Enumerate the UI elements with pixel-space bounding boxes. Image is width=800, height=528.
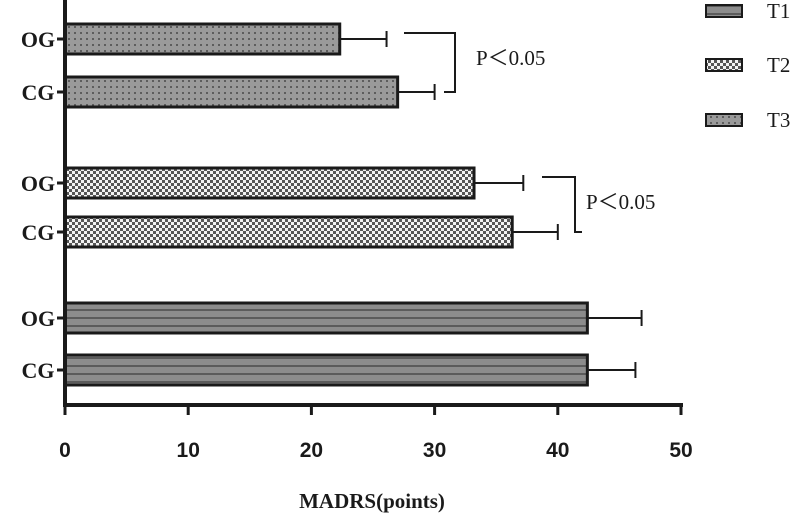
bar-t2-og — [63, 166, 476, 200]
category-label-cg: CG — [22, 80, 55, 105]
x-tick-label: 30 — [423, 439, 446, 462]
bar-t3-cg — [63, 75, 400, 109]
x-tick-label: 50 — [669, 439, 692, 462]
x-tick-label: 20 — [300, 439, 323, 462]
bar-t3-og — [63, 22, 342, 56]
legend-swatch-t1 — [705, 4, 743, 18]
bar-t1-og — [63, 301, 589, 335]
bar-t1-cg — [63, 353, 589, 387]
plot-area: OG CG OG CG OG CG 0 10 20 30 40 50 MADRS(points) P＜0.… — [21, 0, 790, 513]
x-axis-title: MADRS(points) — [299, 489, 445, 513]
significance-label: P＜0.05 — [476, 46, 545, 70]
significance-bracket — [542, 176, 582, 233]
legend-swatch-t3 — [705, 113, 743, 127]
x-tick-label: 0 — [59, 439, 71, 462]
significance-bracket — [404, 32, 456, 93]
category-label-og: OG — [21, 171, 55, 196]
category-label-cg: CG — [22, 220, 55, 245]
x-tick-label: 40 — [546, 439, 569, 462]
bar-t2-cg — [63, 215, 514, 249]
x-tick-label: 10 — [177, 439, 200, 462]
category-label-og: OG — [21, 27, 55, 52]
legend-label-t1: T1 — [767, 0, 790, 23]
legend-label-t2: T2 — [767, 53, 790, 77]
legend-swatch-t2 — [705, 58, 743, 72]
significance-label: P＜0.05 — [586, 190, 655, 214]
category-label-cg: CG — [22, 358, 55, 383]
category-label-og: OG — [21, 306, 55, 331]
legend-label-t3: T3 — [767, 108, 790, 132]
